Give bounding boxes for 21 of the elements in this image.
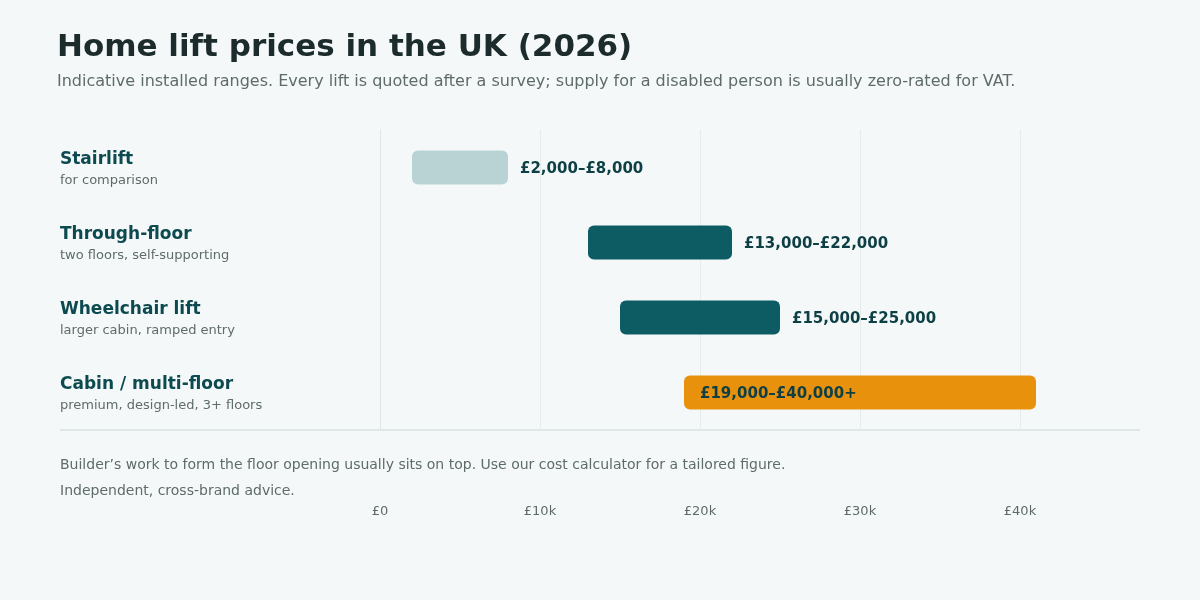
x-tick-label: £30k (843, 503, 877, 518)
text: Builder’s work to form the floor opening usually sits on top. Use our cost calculator for a tailored figure. (60, 456, 786, 472)
x-tick-label: £0 (371, 503, 389, 518)
y-tick-label: Stairlift for comparison (60, 147, 158, 187)
data-label: £13,000–£22,000 (744, 233, 889, 252)
bar (684, 375, 1036, 410)
data-label: £2,000–£8,000 (520, 158, 644, 177)
chart-subtitle: Indicative installed ranges. Every lift is quoted after a survey; supply for a disabled person is usually zero-rated for VAT. (57, 70, 1016, 90)
data-label: £19,000–£40,000+ (700, 383, 857, 402)
y-tick-label: Through-floor two floors, self-supporting (60, 222, 230, 262)
data-label: £15,000–£25,000 (792, 308, 937, 327)
y-tick-label: Wheelchair lift larger cabin, ramped entry (60, 297, 236, 337)
x-tick-label: £40k (1003, 503, 1037, 518)
x-tick-label: £10k (523, 503, 557, 518)
chart-title: Home lift prices in the UK (2026) (57, 26, 633, 63)
bar (588, 225, 732, 260)
y-tick-label: Cabin / multi-floor premium, design-led, 3+ floors (60, 372, 263, 412)
bar (412, 150, 508, 185)
text: Independent, cross-brand advice. (60, 482, 295, 498)
x-tick-label: £20k (683, 503, 717, 518)
bar (620, 300, 780, 335)
